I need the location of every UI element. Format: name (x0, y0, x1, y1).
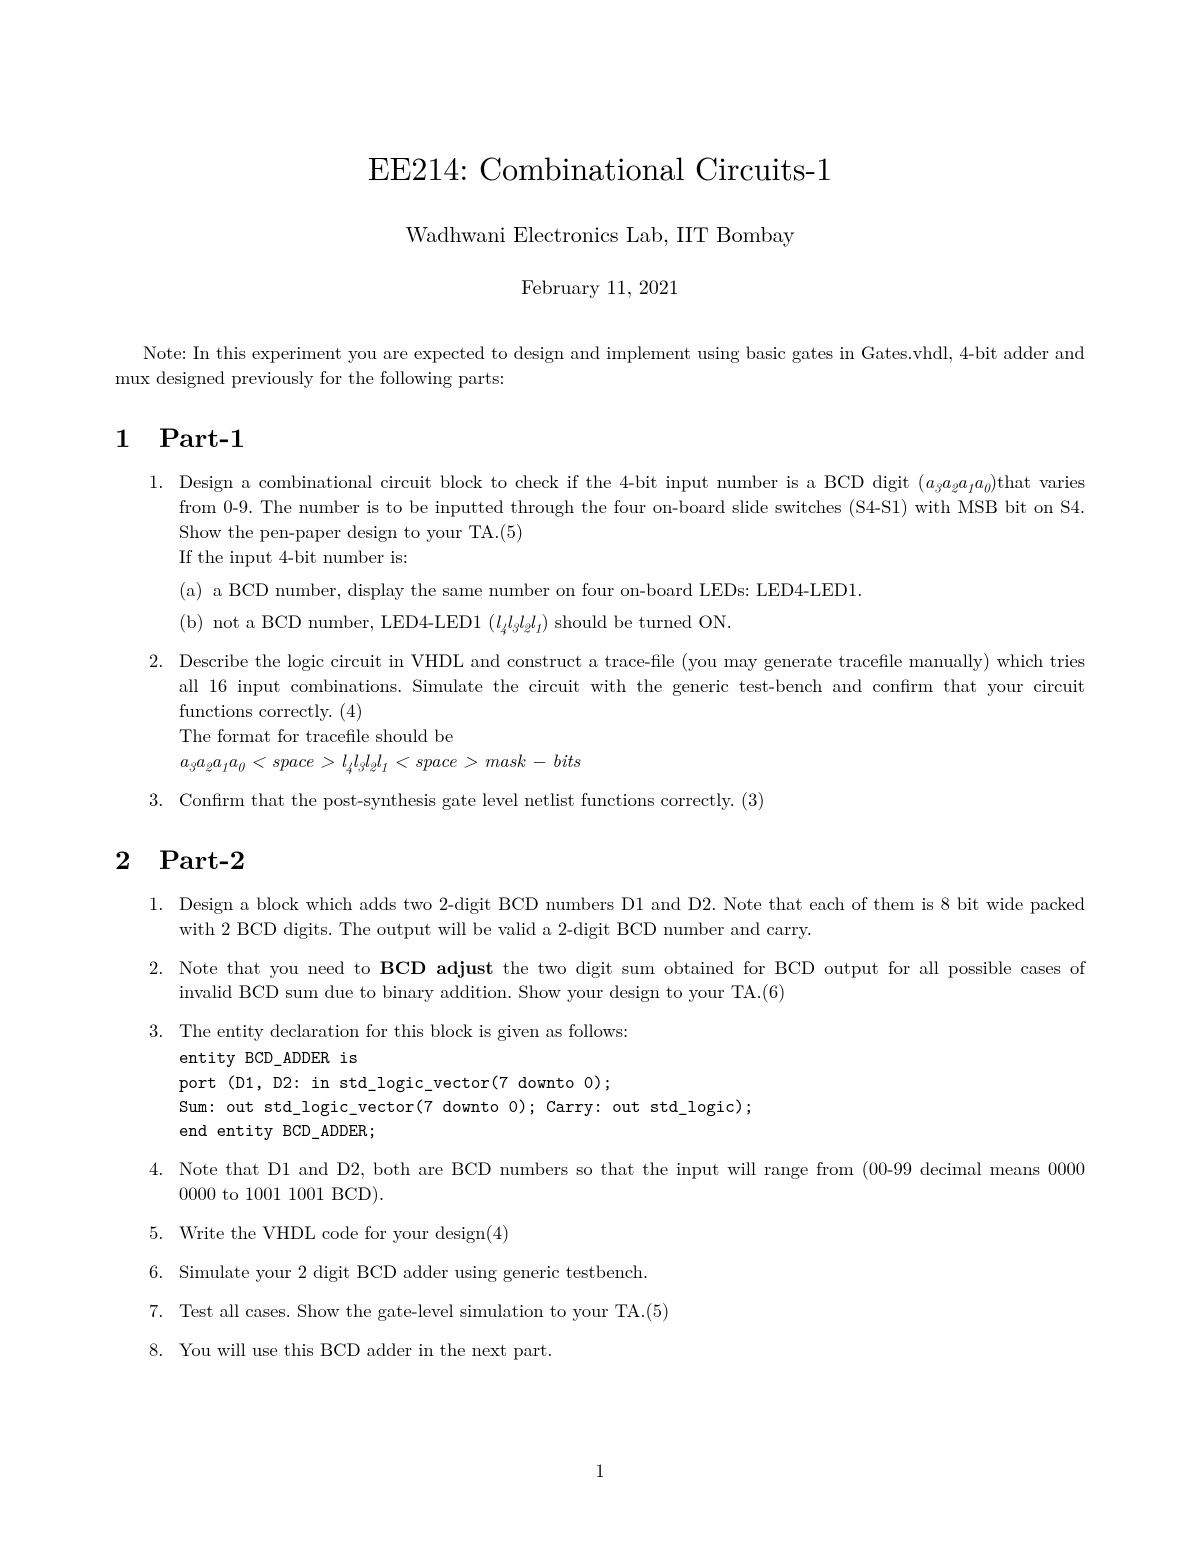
list-item: Describe the logic circuit in VHDL and c… (115, 648, 1085, 773)
text: The entity declaration for this block is… (179, 1017, 628, 1043)
document-title: EE214: Combinational Circuits-1 (115, 145, 1085, 190)
section-number: 2 (115, 838, 159, 877)
intro-note: Note: In this experiment you are expecte… (115, 340, 1085, 390)
list-item: Design a combinational circuit block to … (115, 469, 1085, 634)
page-number: 1 (0, 1457, 1200, 1483)
list-item: Write the VHDL code for your design(4) (115, 1220, 1085, 1245)
list-item: a BCD number, display the same number on… (179, 577, 1085, 602)
math: l4l3l2l1 (495, 608, 541, 634)
text: ) should be turned ON. (541, 608, 731, 634)
math: a3a2a1a0 (925, 468, 990, 494)
section-part1-heading: 1Part-1 (115, 416, 1085, 455)
document-page: EE214: Combinational Circuits-1 Wadhwani… (0, 0, 1200, 1553)
list-item: The entity declaration for this block is… (115, 1018, 1085, 1142)
list-item: Confirm that the post-synthesis gate lev… (115, 787, 1085, 812)
text: Note that you need to (179, 954, 380, 980)
part2-list: Design a block which adds two 2-digit BC… (115, 891, 1085, 1362)
text: not a BCD number, LED4-LED1 ( (213, 608, 495, 634)
text: Design a combinational circuit block to … (179, 468, 925, 494)
document-subtitle: Wadhwani Electronics Lab, IIT Bombay (115, 218, 1085, 249)
section-title: Part-2 (159, 838, 245, 877)
text: The format for tracefile should be (179, 722, 453, 748)
part1-list: Design a combinational circuit block to … (115, 469, 1085, 812)
list-item: Test all cases. Show the gate-level simu… (115, 1298, 1085, 1323)
code-line: port (D1, D2: in std_logic_vector(7 down… (179, 1070, 1085, 1094)
list-item: You will use this BCD adder in the next … (115, 1337, 1085, 1362)
list-item: Simulate your 2 digit BCD adder using ge… (115, 1259, 1085, 1284)
code-line: Sum: out std_logic_vector(7 downto 0); C… (179, 1094, 1085, 1118)
list-item: Note that D1 and D2, both are BCD number… (115, 1156, 1085, 1206)
list-item: Note that you need to BCD adjust the two… (115, 955, 1085, 1005)
section-number: 1 (115, 416, 159, 455)
list-item: not a BCD number, LED4-LED1 (l4l3l2l1) s… (179, 609, 1085, 634)
document-date: February 11, 2021 (115, 271, 1085, 300)
list-item: Design a block which adds two 2-digit BC… (115, 891, 1085, 941)
sub-list: a BCD number, display the same number on… (179, 577, 1085, 634)
code-line: end entity BCD_ADDER; (179, 1118, 1085, 1142)
math: a3a2a1a0 < space > l4l3l2l1 < space > ma… (179, 747, 580, 773)
bold-text: BCD adjust (380, 954, 494, 980)
code-block: entity BCD_ADDER is port (D1, D2: in std… (179, 1045, 1085, 1142)
text: Describe the logic circuit in VHDL and c… (179, 647, 1085, 723)
text: If the input 4-bit number is: (179, 543, 408, 569)
code-line: entity BCD_ADDER is (179, 1045, 1085, 1069)
section-title: Part-1 (159, 416, 245, 455)
section-part2-heading: 2Part-2 (115, 838, 1085, 877)
